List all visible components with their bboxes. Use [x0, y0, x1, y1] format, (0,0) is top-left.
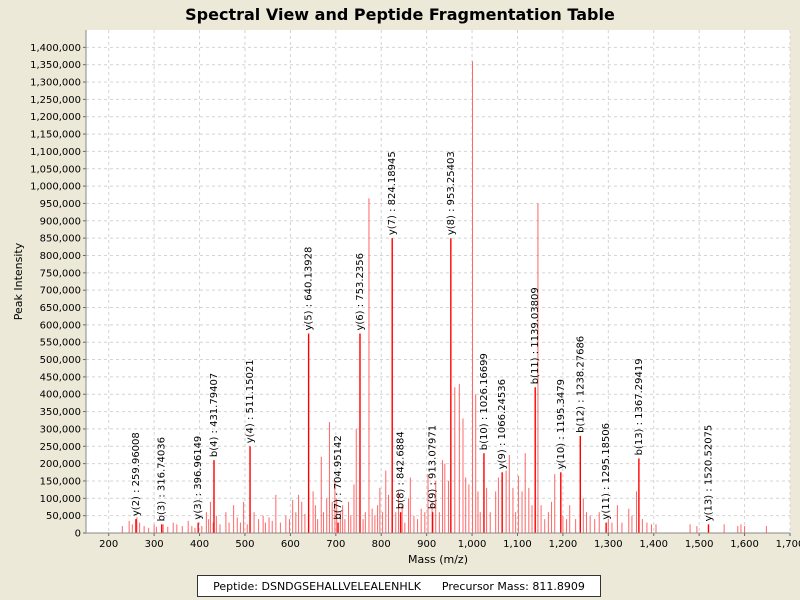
y-tick-label: 100,000 [40, 494, 81, 505]
fragment-label: y(7) : 824.18945 [387, 151, 398, 235]
fragment-label: y(5) : 640.13928 [304, 247, 315, 331]
fragment-label: b(12) : 1238.27686 [575, 336, 586, 433]
peptide-info-box: Peptide: DSNDGSEHALLVELEALENHLK Precurso… [197, 575, 601, 597]
fragment-label: y(9) : 1066.24536 [497, 379, 508, 469]
chart-title: Spectral View and Peptide Fragmentation … [185, 5, 615, 24]
y-tick-label: 300,000 [40, 424, 81, 435]
y-tick-label: 550,000 [40, 338, 81, 349]
fragment-label: y(3) : 396.96149 [193, 436, 204, 520]
y-tick-label: 1,200,000 [30, 112, 81, 123]
x-tick-label: 900 [417, 539, 436, 550]
plot-area [86, 30, 790, 533]
spectrum-chart: Spectral View and Peptide Fragmentation … [12, 5, 800, 566]
y-tick-label: 1,350,000 [30, 60, 81, 71]
x-tick-label: 600 [281, 539, 300, 550]
y-tick-label: 150,000 [40, 476, 81, 487]
y-tick-label: 950,000 [40, 199, 81, 210]
fragment-label: b(11) : 1139.03809 [530, 287, 541, 384]
axes: 0 50,000 100,000 150,000 200,000 250,000 300,0… [30, 30, 800, 550]
x-tick-label: 500 [235, 539, 254, 550]
x-tick-label: 1,400 [639, 539, 668, 550]
x-tick-label: 1,500 [685, 539, 714, 550]
fragment-label: y(6) : 753.2356 [355, 253, 366, 331]
x-tick-label: 200 [99, 539, 118, 550]
fragment-label: y(11) : 1295.18506 [601, 423, 612, 520]
y-tick-label: 200,000 [40, 459, 81, 470]
x-tick-label: 1,700 [776, 539, 800, 550]
x-axis-label: Mass (m/z) [408, 553, 468, 566]
fragment-label: b(13) : 1367.29419 [634, 358, 645, 455]
y-tick-label: 450,000 [40, 372, 81, 383]
x-tick-label: 1,100 [503, 539, 532, 550]
fragment-label: b(10) : 1026.16699 [479, 353, 490, 450]
y-tick-label: 1,100,000 [30, 147, 81, 158]
fragment-label: b(3) : 316.74036 [157, 437, 168, 521]
peaks [121, 61, 767, 533]
y-tick-label: 1,050,000 [30, 164, 81, 175]
y-tick-label: 1,150,000 [30, 130, 81, 141]
fragment-label: b(7) : 704.95142 [333, 435, 344, 519]
x-tick-label: 800 [372, 539, 391, 550]
y-tick-label: 350,000 [40, 407, 81, 418]
x-tick-label: 1,600 [730, 539, 759, 550]
x-tick-label: 400 [190, 539, 209, 550]
precursor-mass: Precursor Mass: 811.8909 [441, 579, 585, 593]
x-tick-label: 700 [326, 539, 345, 550]
y-tick-label: 1,250,000 [30, 95, 81, 106]
y-axis-label: Peak Intensity [12, 242, 25, 320]
fragment-annotations: y(2) : 259.96008 b(3) : 316.74036 y(3) : 3… [131, 151, 714, 533]
y-tick-label: 1,000,000 [30, 182, 81, 193]
y-tick-label: 700,000 [40, 286, 81, 297]
x-tick-label: 1,200 [549, 539, 578, 550]
y-tick-label: 650,000 [40, 303, 81, 314]
y-tick-label: 1,300,000 [30, 78, 81, 89]
x-tick-label: 1,000 [458, 539, 487, 550]
fragment-label: b(9) : 913.07971 [428, 425, 439, 509]
fragment-label: b(4) : 431.79407 [209, 373, 220, 457]
y-tick-label: 600,000 [40, 320, 81, 331]
y-tick-label: 750,000 [40, 268, 81, 279]
y-tick-label: 0 [75, 529, 81, 540]
y-tick-label: 250,000 [40, 442, 81, 453]
x-tick-label: 1,300 [594, 539, 623, 550]
y-tick-label: 1,400,000 [30, 43, 81, 54]
fragment-label: y(13) : 1520.52075 [703, 425, 714, 522]
y-tick-label: 500,000 [40, 355, 81, 366]
y-tick-label: 850,000 [40, 234, 81, 245]
fragment-label: y(2) : 259.96008 [131, 432, 142, 516]
y-tick-label: 400,000 [40, 390, 81, 401]
x-tick-label: 300 [145, 539, 164, 550]
y-tick-label: 50,000 [46, 511, 81, 522]
fragment-label: y(10) : 1195.3479 [556, 379, 567, 469]
fragment-label: y(4) : 511.15021 [245, 359, 256, 443]
legend-spacer [421, 580, 442, 593]
y-tick-label: 800,000 [40, 251, 81, 262]
fragment-label: b(8) : 842.6884 [396, 431, 407, 509]
peptide-sequence: Peptide: DSNDGSEHALLVELEALENHLK [213, 579, 421, 593]
y-tick-label: 900,000 [40, 216, 81, 227]
fragment-label: y(8) : 953.25403 [446, 151, 457, 235]
